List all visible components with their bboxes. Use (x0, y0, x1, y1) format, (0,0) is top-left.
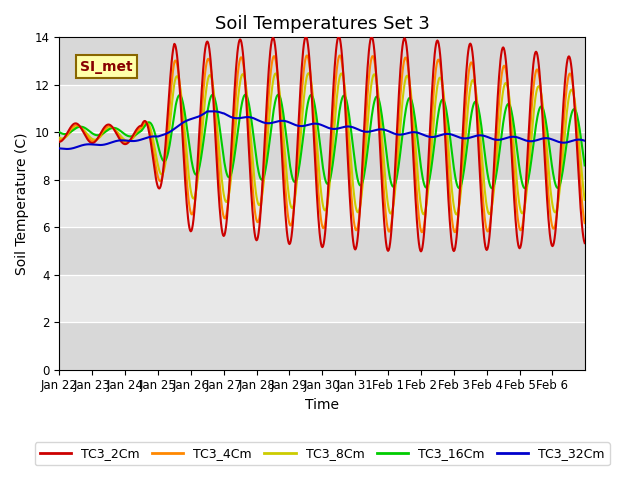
TC3_16Cm (117, 128, 125, 134)
TC3_16Cm (406, 95, 414, 101)
TC3_8Cm (377, 116, 385, 122)
Bar (60, 132, 586, 180)
TC3_8Cm (406, 83, 414, 89)
TC3_32Cm (378, 126, 385, 132)
Y-axis label: Soil Temperature (C): Soil Temperature (C) (15, 132, 29, 275)
TC3_32Cm (407, 130, 415, 135)
TC3_8Cm (581, 197, 589, 203)
TC3_4Cm (214, 150, 221, 156)
TC3_16Cm (488, 185, 496, 191)
TC3_2Cm (377, 155, 385, 161)
TC3_2Cm (240, 57, 248, 63)
TC3_4Cm (581, 220, 589, 226)
TC3_2Cm (302, 35, 310, 40)
Line: TC3_32Cm: TC3_32Cm (60, 111, 585, 149)
TC3_32Cm (215, 109, 223, 115)
Text: SI_met: SI_met (81, 60, 133, 73)
TC3_2Cm (260, 163, 268, 169)
Line: TC3_4Cm: TC3_4Cm (60, 56, 585, 232)
TC3_2Cm (117, 138, 125, 144)
TC3_8Cm (305, 71, 312, 76)
TC3_32Cm (209, 108, 216, 114)
TC3_32Cm (261, 120, 269, 126)
Bar (60, 37, 586, 85)
TC3_8Cm (56, 135, 63, 141)
TC3_8Cm (260, 182, 268, 188)
TC3_16Cm (242, 92, 250, 97)
TC3_32Cm (63, 146, 70, 152)
TC3_4Cm (377, 135, 385, 141)
Line: TC3_2Cm: TC3_2Cm (60, 37, 585, 252)
TC3_2Cm (417, 249, 425, 254)
TC3_2Cm (406, 89, 414, 95)
Line: TC3_16Cm: TC3_16Cm (60, 95, 585, 188)
TC3_4Cm (260, 174, 268, 180)
TC3_4Cm (240, 62, 248, 68)
TC3_16Cm (214, 109, 221, 115)
Line: TC3_8Cm: TC3_8Cm (60, 73, 585, 215)
TC3_4Cm (56, 137, 63, 143)
TC3_8Cm (240, 72, 248, 78)
TC3_16Cm (260, 173, 268, 179)
TC3_32Cm (118, 137, 125, 143)
TC3_16Cm (581, 163, 589, 168)
Bar (60, 227, 586, 275)
Title: Soil Temperatures Set 3: Soil Temperatures Set 3 (215, 15, 430, 33)
TC3_8Cm (452, 212, 460, 217)
TC3_4Cm (406, 84, 414, 90)
X-axis label: Time: Time (305, 398, 339, 412)
TC3_16Cm (56, 129, 63, 135)
TC3_32Cm (56, 145, 63, 151)
TC3_2Cm (581, 240, 589, 246)
TC3_4Cm (336, 53, 344, 59)
TC3_4Cm (419, 229, 426, 235)
TC3_2Cm (214, 172, 221, 178)
TC3_32Cm (581, 138, 589, 144)
TC3_16Cm (377, 104, 385, 110)
TC3_2Cm (56, 139, 63, 144)
TC3_8Cm (214, 128, 221, 134)
TC3_8Cm (117, 133, 125, 139)
Legend: TC3_2Cm, TC3_4Cm, TC3_8Cm, TC3_16Cm, TC3_32Cm: TC3_2Cm, TC3_4Cm, TC3_8Cm, TC3_16Cm, TC3… (35, 442, 610, 465)
TC3_32Cm (241, 114, 249, 120)
Bar (60, 322, 586, 370)
TC3_16Cm (240, 94, 248, 100)
TC3_4Cm (117, 136, 125, 142)
